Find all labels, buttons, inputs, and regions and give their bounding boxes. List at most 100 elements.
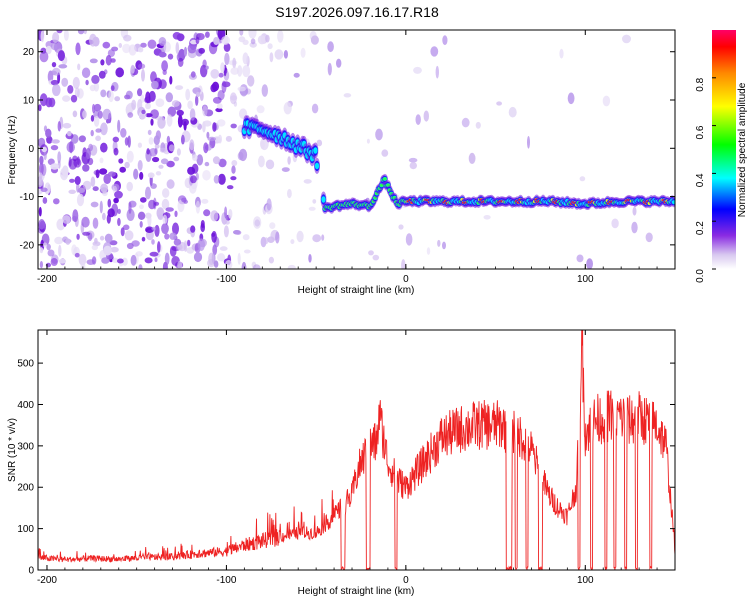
spectrogram-noise-cell xyxy=(622,34,631,44)
spectrogram-noise-cell xyxy=(117,217,121,227)
spectrogram-noise-cell xyxy=(145,186,151,200)
spectrogram-noise-cell xyxy=(53,198,60,205)
spectrogram-noise-cell xyxy=(80,261,86,269)
spectrogram-noise-cell xyxy=(95,128,102,133)
spectrogram-noise-cell xyxy=(229,92,237,105)
spectrogram-noise-cell xyxy=(92,217,99,229)
spectrogram-noise-cell xyxy=(73,158,82,168)
y-tick-label: 10 xyxy=(23,96,35,107)
spectrogram-noise-cell xyxy=(203,142,209,154)
x-tick-label: 0 xyxy=(403,274,409,285)
spectrogram-noise-cell xyxy=(74,252,80,258)
spectrogram-noise-cell xyxy=(39,155,44,165)
spectrogram-noise-cell xyxy=(100,89,107,98)
spectrogram-noise-cell xyxy=(461,117,470,128)
spectrogram-noise-cell xyxy=(42,197,48,204)
spectrogram-noise-cell xyxy=(74,176,81,185)
spectrogram-noise-cell xyxy=(423,110,429,122)
spectrogram-noise-cell xyxy=(205,31,210,38)
spectrogram-noise-cell xyxy=(202,121,206,133)
spectrogram-noise-cell xyxy=(149,148,158,157)
y-tick-label: 300 xyxy=(17,441,34,452)
spectrogram-noise-cell xyxy=(173,156,180,162)
spectrogram-noise-cell xyxy=(158,37,167,46)
spectrogram-noise-cell xyxy=(303,179,312,184)
spectrogram-noise-cell xyxy=(141,109,146,115)
spectrogram-noise-cell xyxy=(187,100,193,110)
spectrogram-noise-cell xyxy=(148,199,156,210)
spectrogram-noise-cell xyxy=(263,237,269,245)
spectrogram-noise-cell xyxy=(82,231,90,236)
spectrogram-noise-cell xyxy=(139,171,144,180)
spectrogram-noise-cell xyxy=(238,148,248,162)
spectrogram-noise-cell xyxy=(99,168,108,175)
spectrogram-noise-cell xyxy=(121,257,128,266)
spectrogram-noise-cell xyxy=(442,241,446,250)
spectrogram-noise-cell xyxy=(128,44,137,56)
spectrogram-noise-cell xyxy=(137,99,143,112)
spectrogram-noise-cell xyxy=(47,158,55,166)
spectrogram-noise-cell xyxy=(185,88,191,101)
spectrogram-noise-cell xyxy=(38,176,43,188)
spectrogram-noise-cell xyxy=(586,258,593,269)
spectrogram-noise-cell xyxy=(205,65,209,70)
spectrogram-noise-cell xyxy=(81,216,90,228)
spectrogram-noise-cell xyxy=(100,142,108,153)
colorbar-tick-label: 0.4 xyxy=(695,173,706,187)
spectrogram-noise-cell xyxy=(62,215,71,224)
spectrogram-noise-cell xyxy=(216,119,226,127)
spectrogram-noise-cell xyxy=(256,105,265,114)
spectrogram-noise-cell xyxy=(152,156,160,163)
spectrogram-noise-cell xyxy=(93,103,102,112)
spectrogram-noise-cell xyxy=(146,148,150,155)
spectrogram-noise-cell xyxy=(296,230,304,243)
spectrogram-noise-cell xyxy=(82,164,90,172)
spectrogram-noise-cell xyxy=(223,225,229,238)
spectrogram-noise-cell xyxy=(274,49,284,60)
spectrogram-noise-cell xyxy=(415,114,421,125)
spectrogram-noise-cell xyxy=(177,260,183,269)
spectrogram-noise-cell xyxy=(175,85,184,90)
spectrogram-noise-cell xyxy=(77,63,81,71)
spectrogram-noise-cell xyxy=(45,45,52,55)
spectrogram-noise-cell xyxy=(475,121,481,129)
spectrogram-noise-cell xyxy=(218,134,222,144)
spectrogram-heatmap xyxy=(38,30,675,269)
spectrogram-ridge-peak xyxy=(314,162,320,170)
spectrogram-noise-cell xyxy=(181,118,190,126)
spectrogram-noise-cell xyxy=(177,199,185,213)
spectrogram-noise-cell xyxy=(430,46,439,57)
spectrogram-noise-cell xyxy=(221,36,231,45)
spectrogram-noise-cell xyxy=(100,183,108,193)
spectrogram-noise-cell xyxy=(78,253,87,266)
spectrogram-noise-cell xyxy=(198,47,205,54)
spectrogram-noise-cell xyxy=(195,95,199,106)
spectrogram-noise-cell xyxy=(321,234,325,241)
spectrogram-noise-cell xyxy=(189,139,195,151)
spectrogram-noise-cell xyxy=(43,151,47,161)
spectrogram-noise-cell xyxy=(137,211,146,220)
spectrogram-noise-cell xyxy=(42,242,48,248)
spectrogram-noise-cell xyxy=(85,79,89,86)
spectrogram-noise-cell xyxy=(67,85,74,94)
spectrogram-noise-cell xyxy=(158,51,167,58)
spectrogram-noise-cell xyxy=(212,156,221,165)
spectrogram-noise-cell xyxy=(269,52,274,63)
spectrogram-noise-cell xyxy=(91,244,99,251)
spectrogram-noise-cell xyxy=(267,236,275,243)
spectrogram-noise-cell xyxy=(242,52,249,65)
spectrogram-noise-cell xyxy=(122,43,131,54)
spectrogram-noise-cell xyxy=(260,141,265,150)
spectrogram-noise-cell xyxy=(231,160,238,167)
spectrogram-noise-cell xyxy=(62,122,72,129)
spectrogram-noise-cell xyxy=(76,193,85,207)
spectrogram-noise-cell xyxy=(100,122,108,136)
y-tick-label: 100 xyxy=(17,524,34,535)
spectrogram-noise-cell xyxy=(247,75,255,87)
spectrogram-noise-cell xyxy=(408,157,418,163)
spectrogram-noise-cell xyxy=(237,252,241,265)
spectrogram-noise-cell xyxy=(138,264,143,269)
spectrogram-noise-cell xyxy=(224,206,228,219)
spectrogram-noise-cell xyxy=(104,233,113,243)
